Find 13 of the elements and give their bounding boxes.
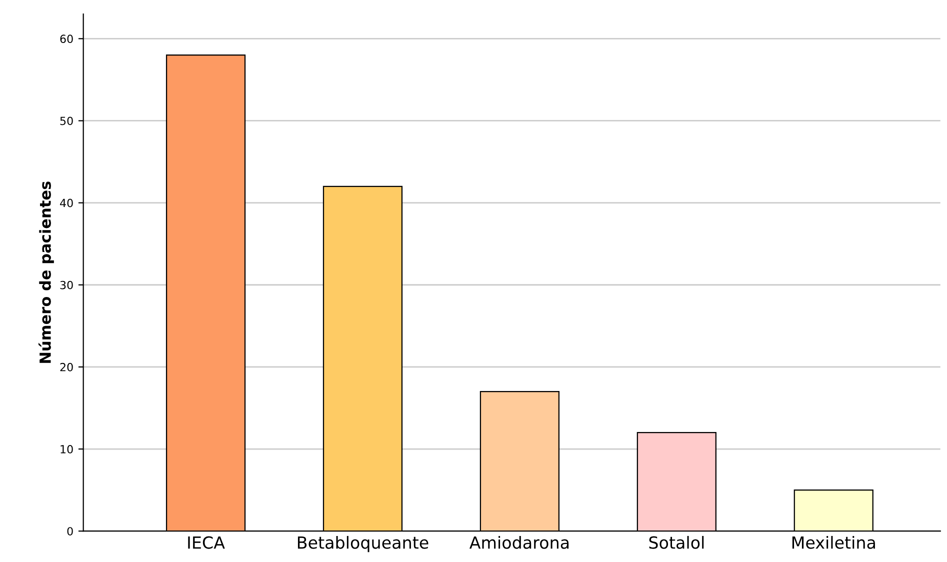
y-axis-title: Número de pacientes (38, 182, 54, 363)
y-tick-label: 30 (60, 280, 73, 290)
y-tick-label: 20 (60, 362, 73, 372)
y-tick-label: 10 (60, 444, 73, 454)
x-tick-label: Sotalol (649, 536, 704, 549)
y-tick-label: 50 (60, 116, 73, 126)
x-tick-label: Betabloqueante (298, 536, 428, 552)
x-tick-label: IECA (188, 536, 225, 549)
x-tick-label: Mexiletina (792, 536, 875, 549)
y-tick-label: 60 (60, 34, 73, 44)
y-tick-label: 40 (60, 198, 73, 208)
y-tick-label: 0 (67, 527, 73, 536)
x-tick-label: Amiodarona (469, 536, 569, 549)
